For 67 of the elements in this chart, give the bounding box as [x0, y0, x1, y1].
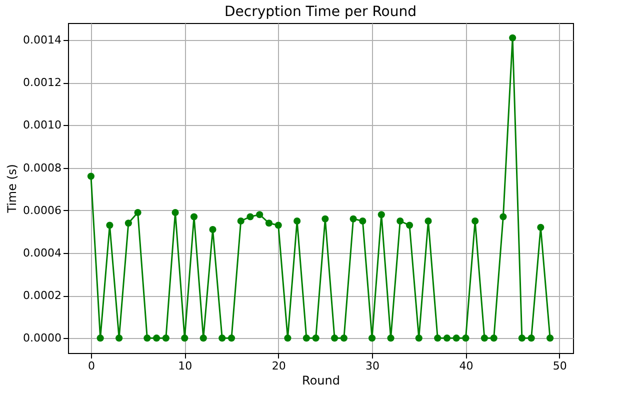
point — [294, 217, 301, 225]
point — [462, 334, 470, 342]
point — [190, 213, 198, 220]
point — [537, 224, 544, 231]
x-tick-label: 50 — [552, 360, 567, 372]
point — [490, 334, 498, 342]
point — [528, 334, 535, 342]
point — [406, 222, 414, 229]
y-tick-label: 0.0008 — [23, 161, 62, 174]
point — [368, 334, 376, 342]
y-tick-label: 0.0002 — [23, 289, 62, 302]
chart-title: Decryption Time per Round — [224, 4, 417, 20]
point — [246, 213, 254, 220]
point — [209, 226, 216, 234]
point — [452, 334, 460, 342]
point — [153, 334, 160, 342]
point — [331, 334, 338, 342]
point — [480, 334, 488, 342]
x-tick-label: 20 — [272, 360, 286, 372]
point — [274, 222, 282, 229]
point — [218, 334, 226, 342]
point — [424, 217, 432, 225]
point — [124, 220, 132, 227]
point — [162, 334, 170, 342]
y-tick-label: 0.0012 — [23, 76, 62, 90]
point — [144, 334, 151, 342]
point — [322, 215, 329, 222]
point — [237, 217, 244, 225]
point — [181, 334, 188, 342]
y-tick-label: 0.0004 — [23, 246, 62, 260]
point — [378, 211, 385, 218]
point — [359, 217, 366, 225]
point — [546, 334, 554, 342]
point — [312, 334, 320, 342]
x-tick-label: 40 — [459, 360, 474, 372]
point — [415, 334, 422, 342]
point — [509, 34, 516, 42]
point — [387, 334, 394, 342]
point — [228, 334, 236, 342]
point — [443, 334, 451, 342]
point — [134, 208, 142, 216]
point — [302, 334, 310, 342]
point — [200, 334, 207, 342]
point — [265, 220, 273, 227]
point — [284, 334, 292, 342]
x-axis-title: Round — [302, 374, 340, 388]
point — [106, 222, 114, 229]
point — [518, 334, 526, 342]
point — [350, 215, 357, 222]
x-tick-label: 10 — [178, 360, 192, 372]
point — [434, 334, 442, 342]
x-tick-label: 30 — [366, 360, 380, 372]
y-tick-label: 0.0010 — [23, 118, 62, 132]
point — [500, 213, 507, 220]
point — [87, 172, 94, 180]
point — [256, 211, 264, 218]
y-tick-label: 0.0000 — [23, 332, 62, 345]
point — [116, 334, 123, 342]
x-tick-label: 0 — [88, 360, 95, 372]
y-axis-title: Time (s) — [5, 164, 20, 214]
point — [340, 334, 348, 342]
point — [472, 217, 479, 225]
point — [172, 208, 179, 216]
y-tick-label: 0.0006 — [23, 204, 62, 217]
point — [396, 217, 404, 225]
point — [96, 334, 104, 342]
y-tick-label: 0.0014 — [23, 34, 62, 47]
